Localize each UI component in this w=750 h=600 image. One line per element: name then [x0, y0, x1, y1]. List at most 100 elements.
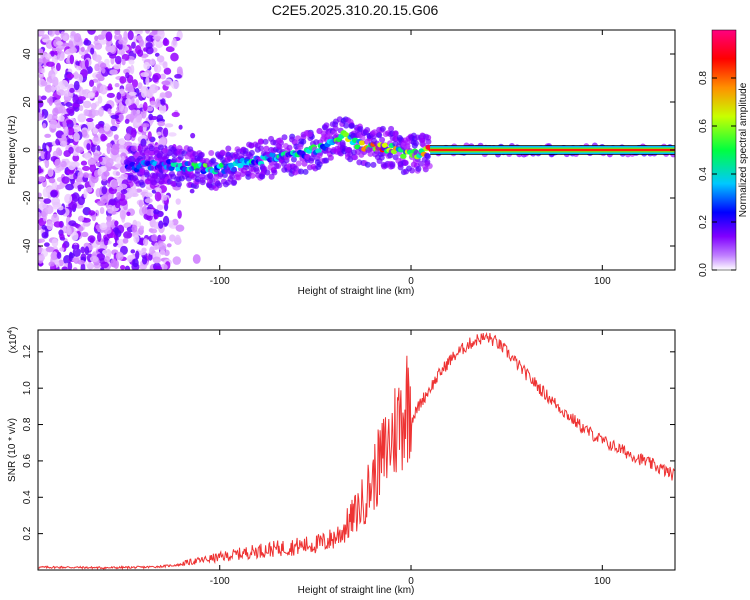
heatmap-cell [199, 179, 206, 186]
snr-ylabel: SNR (10 * v/v) [7, 418, 18, 482]
heatmap-cell [54, 30, 61, 36]
heatmap-cell [125, 72, 130, 79]
heatmap-cell [38, 58, 44, 66]
heatmap-cell [412, 140, 419, 147]
heatmap-cell [86, 143, 91, 151]
heatmap-cell [175, 198, 181, 205]
heatmap-cell [143, 61, 151, 70]
heatmap-cell [114, 82, 120, 88]
heatmap-cell [146, 106, 154, 112]
heatmap-cell [80, 160, 88, 166]
heatmap-cell [42, 123, 47, 129]
colorbar-tick-label: 0.6 [698, 119, 709, 133]
heatmap-cell [343, 122, 350, 129]
heatmap-cell [72, 154, 80, 162]
heatmap-cell [113, 63, 122, 70]
heatmap-cell [268, 173, 275, 180]
heatmap-cell [358, 140, 366, 146]
heatmap-cell [38, 99, 44, 108]
heatmap-cell [106, 219, 113, 229]
heatmap-cell [38, 168, 44, 174]
heatmap-cell [73, 80, 80, 91]
heatmap-cell [67, 261, 73, 270]
heatmap-cell [118, 39, 124, 45]
heatmap-cell [136, 35, 143, 41]
colorbar-tick-label: 0.8 [698, 71, 709, 85]
heatmap-cell [118, 198, 128, 206]
heatmap-cell [90, 47, 95, 55]
heatmap-cell [125, 133, 131, 141]
heatmap-cell [194, 171, 201, 178]
snr-xlabel: Height of straight line (km) [298, 585, 415, 596]
heatmap-cell [77, 96, 86, 101]
heatmap-cell [114, 220, 119, 227]
heatmap-cell [199, 173, 206, 180]
heatmap-cell [184, 153, 191, 160]
heatmap-cell [210, 157, 217, 164]
spectrogram-xlabel: Height of straight line (km) [298, 286, 415, 297]
heatmap-cell [125, 83, 134, 91]
heatmap-cell [116, 192, 121, 200]
heatmap-cell [231, 179, 238, 186]
y-tick-label: 0.8 [22, 417, 33, 431]
heatmap-cell [306, 131, 313, 138]
heatmap-cell [132, 118, 137, 129]
heatmap-cell [107, 83, 113, 91]
heatmap-cell [61, 134, 67, 140]
heatmap-cell [281, 134, 288, 141]
heatmap-cell [118, 102, 125, 112]
heatmap-cell [53, 221, 63, 228]
heatmap-cell [120, 189, 128, 195]
heatmap-cell [50, 190, 58, 198]
heatmap-cell [316, 161, 323, 168]
heatmap-cell [149, 228, 158, 234]
heatmap-cell [170, 80, 180, 90]
heatmap-cell [149, 115, 159, 121]
y-tick-label: 0.2 [22, 526, 33, 540]
colorbar-tick-label: 0.4 [698, 167, 709, 181]
heatmap-cell [92, 85, 97, 94]
heatmap-cell [78, 225, 84, 232]
heatmap-cell [166, 243, 172, 248]
heatmap-cell [67, 227, 72, 236]
heatmap-cell [423, 133, 430, 140]
heatmap-cell [56, 251, 62, 259]
heatmap-cell [100, 133, 107, 142]
heatmap-cell [159, 137, 167, 146]
heatmap-cell [153, 209, 160, 215]
heatmap-cell [316, 152, 323, 159]
heatmap-cell [147, 88, 154, 99]
colorbar-tick-label: 0.0 [698, 263, 709, 277]
heatmap-cell [82, 217, 91, 223]
x-tick-label: -100 [210, 576, 230, 587]
heatmap-cell [141, 123, 150, 128]
heatmap-cell [263, 145, 270, 152]
heatmap-cell [55, 147, 62, 156]
heatmap-cell [162, 194, 168, 201]
heatmap-cell [208, 184, 215, 191]
heatmap-cell [297, 168, 304, 175]
heatmap-cell [58, 105, 66, 114]
heatmap-cell [53, 204, 58, 210]
heatmap-cell [52, 77, 59, 87]
heatmap-cell [177, 154, 184, 161]
heatmap-cell [92, 127, 98, 135]
heatmap-cell [144, 192, 153, 198]
heatmap-cell [315, 148, 322, 154]
heatmap-cell [366, 146, 373, 153]
heatmap-cell [79, 104, 84, 112]
heatmap-cell [119, 88, 125, 94]
heatmap-cell [145, 76, 150, 86]
heatmap-cell [119, 210, 126, 220]
heatmap-cell [192, 254, 201, 264]
heatmap-cell [66, 73, 75, 79]
heatmap-cell [86, 262, 94, 270]
heatmap-cell [61, 176, 70, 184]
heatmap-cell [82, 100, 92, 109]
colorbar-label: Normalized spectral amplitude [738, 82, 749, 217]
heatmap-cell [152, 173, 159, 180]
heatmap-cell [82, 172, 89, 178]
heatmap-cell [231, 166, 238, 173]
heatmap-cell [229, 173, 236, 180]
heatmap-cell [154, 265, 163, 270]
